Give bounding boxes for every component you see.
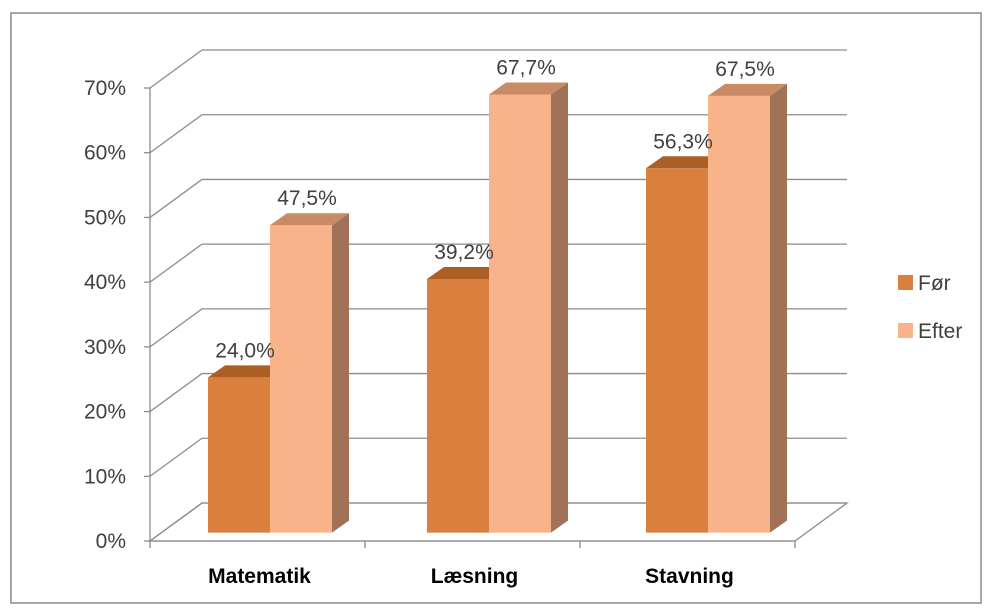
data-label: 56,3% bbox=[653, 130, 713, 153]
y-tick-label: 30% bbox=[84, 336, 126, 359]
data-label: 24,0% bbox=[215, 339, 275, 362]
bar-front bbox=[489, 94, 551, 533]
x-tick-label: Matematik bbox=[208, 565, 311, 588]
bar-front bbox=[427, 278, 489, 533]
bar-front bbox=[270, 225, 332, 533]
data-label: 47,5% bbox=[277, 187, 337, 210]
gridline bbox=[149, 502, 847, 542]
gridline bbox=[149, 243, 847, 283]
bar bbox=[708, 83, 787, 533]
legend-swatch bbox=[898, 323, 913, 338]
bar-top bbox=[427, 266, 506, 279]
bar-top bbox=[270, 213, 349, 226]
gridline bbox=[149, 49, 847, 89]
legend-item: Efter bbox=[898, 320, 962, 343]
y-tick-label: 40% bbox=[84, 271, 126, 294]
y-tick-label: 50% bbox=[84, 206, 126, 229]
x-tick-label: Stavning bbox=[645, 565, 734, 588]
bar-top bbox=[708, 83, 787, 96]
bar-side bbox=[770, 83, 787, 533]
data-label: 67,5% bbox=[715, 58, 775, 81]
legend-label: Før bbox=[918, 272, 951, 295]
data-label: 39,2% bbox=[434, 241, 494, 264]
bar-side bbox=[332, 213, 349, 533]
bar-front bbox=[208, 377, 270, 533]
bar-top bbox=[489, 82, 568, 95]
data-label: 67,7% bbox=[496, 57, 556, 80]
bar bbox=[489, 82, 568, 533]
gridline bbox=[149, 437, 847, 477]
bar-front bbox=[646, 168, 708, 533]
y-tick-label: 20% bbox=[84, 401, 126, 424]
x-tick-label: Læsning bbox=[431, 565, 519, 588]
gridline bbox=[149, 372, 847, 413]
legend-swatch bbox=[898, 275, 913, 290]
gridline bbox=[149, 114, 847, 154]
legend-label: Efter bbox=[918, 320, 962, 343]
gridline bbox=[149, 308, 847, 348]
bar-top bbox=[208, 365, 287, 378]
y-tick-label: 0% bbox=[96, 530, 126, 553]
y-tick-label: 10% bbox=[84, 465, 126, 488]
y-tick-label: 60% bbox=[84, 142, 126, 165]
bar-front bbox=[708, 95, 770, 533]
y-tick-label: 70% bbox=[84, 77, 126, 100]
bar bbox=[270, 213, 349, 533]
gridline bbox=[149, 178, 847, 218]
bar-top bbox=[646, 156, 725, 169]
legend-item: Før bbox=[898, 272, 951, 295]
bar-side bbox=[551, 82, 568, 533]
